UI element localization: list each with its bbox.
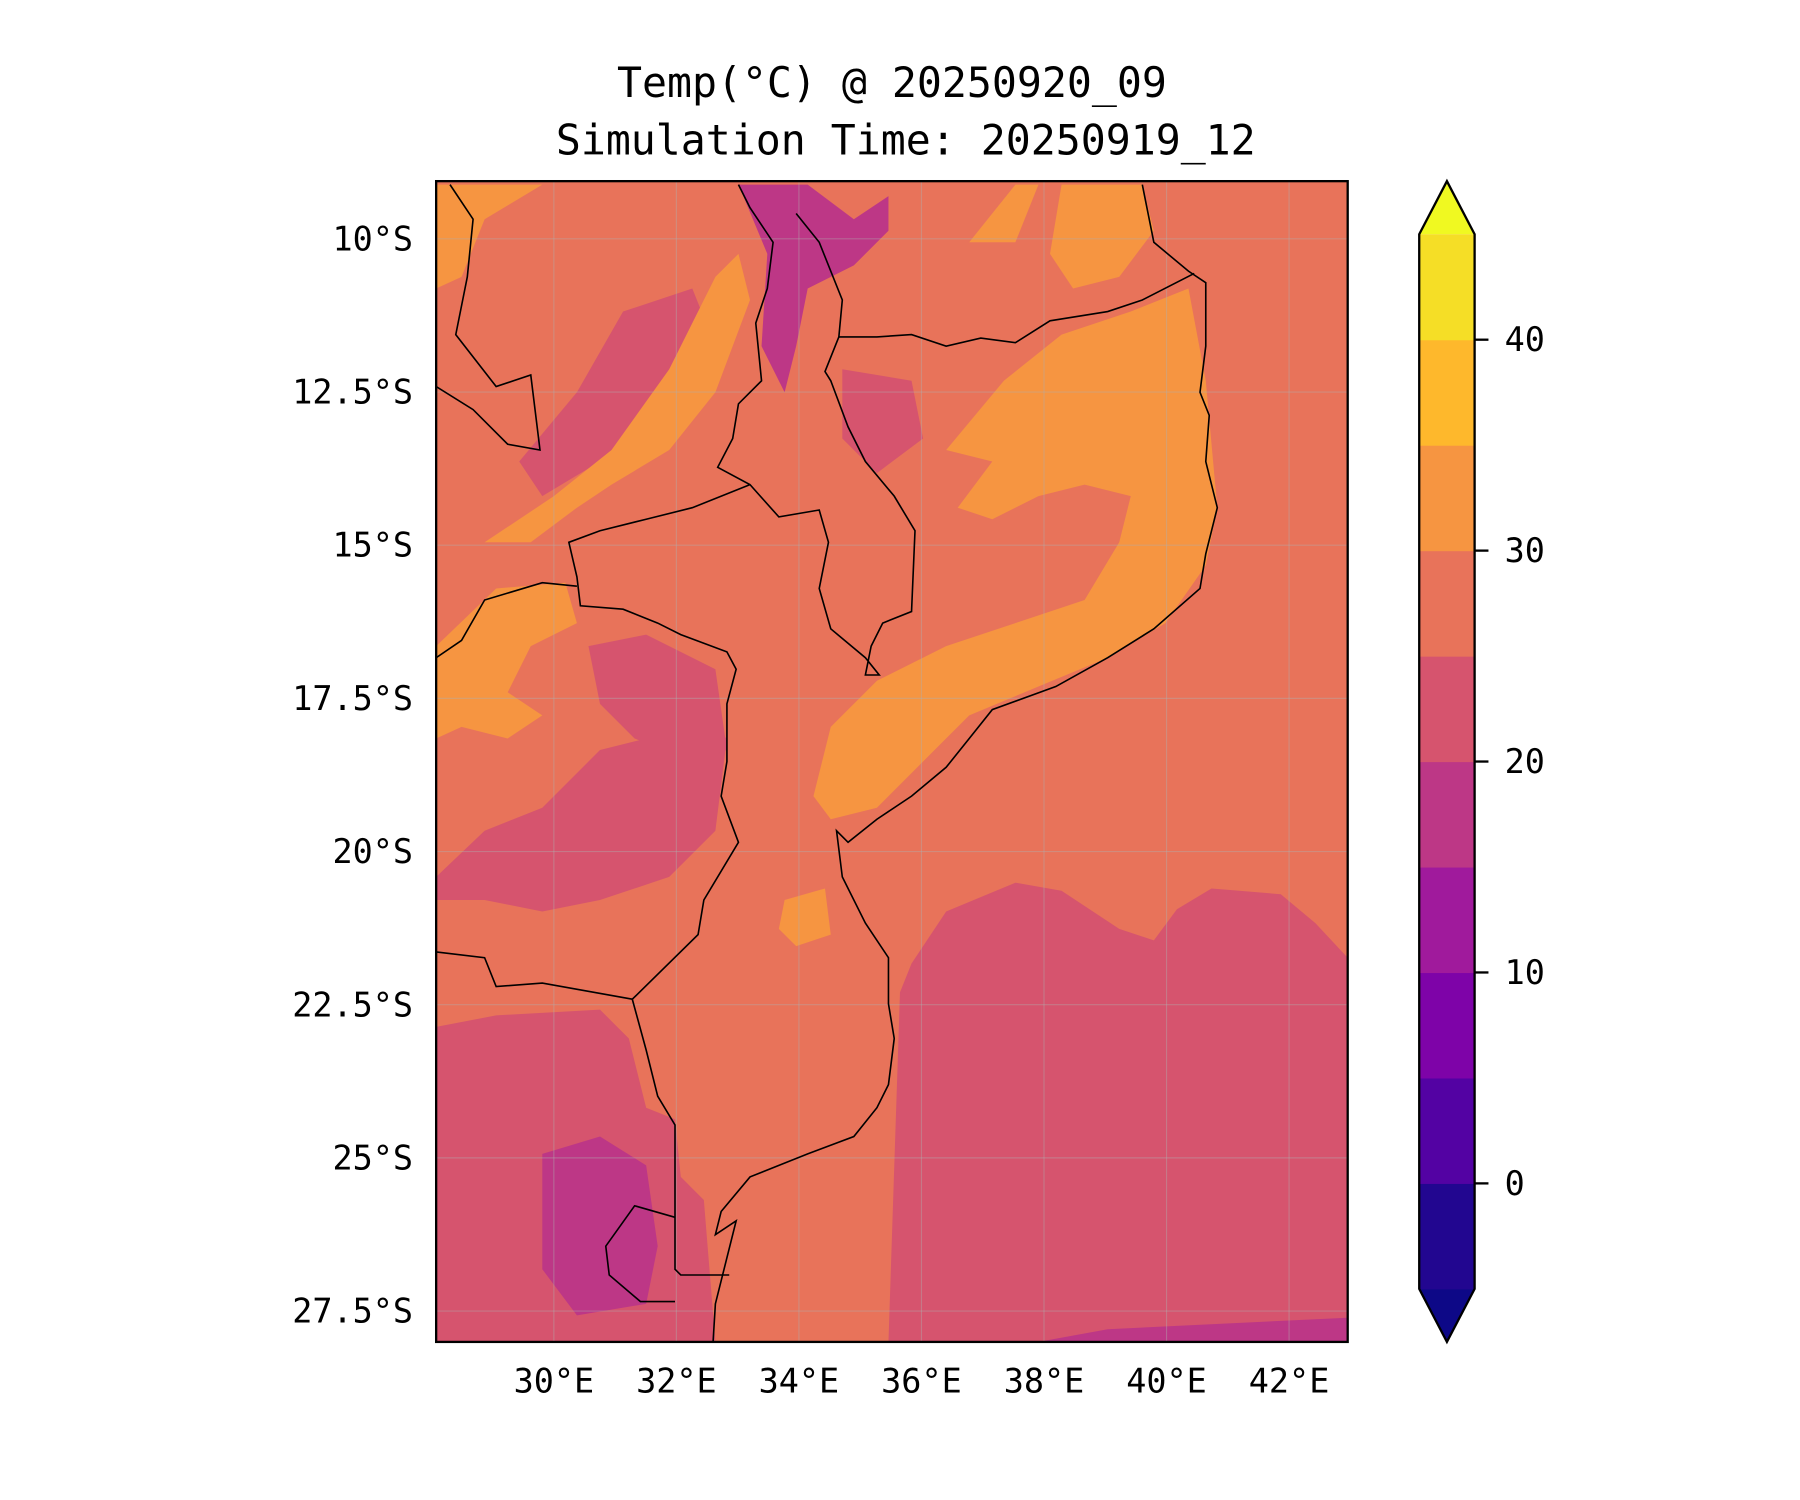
coastline [712,184,1219,1342]
colorbar-outline [1418,178,1476,1345]
country-border-south [631,999,730,1276]
colorbar-over-extension [1419,181,1475,235]
colorbar-segment [1419,1183,1475,1290]
colorbar-segment [1419,234,1475,341]
colorbar-segment [1419,1077,1475,1184]
field-ne2-30-35 [1050,184,1154,289]
coastline-and-borders [436,184,1219,1342]
lon-tick-label: 38°E [1004,1362,1085,1401]
field-w2-20-25 [588,634,727,762]
lat-tick-label: 20°S [333,832,414,871]
map-area [436,181,1348,1342]
field-ne-30-35 [813,288,1218,820]
colorbar-tick-label: 0 [1505,1164,1525,1203]
lat-tick-label: 27.5°S [292,1292,413,1331]
country-border-malawi [716,184,916,676]
lat-tick-label: 25°S [333,1138,414,1177]
colorbar-segment [1419,339,1475,446]
lon-tick-label: 34°E [759,1362,840,1401]
colorbar-tick-label: 10 [1505,953,1545,992]
country-border-eswatini [604,1204,676,1303]
lat-tick-label: 15°S [333,526,414,565]
field-nw-30-35 [436,184,543,289]
field-c-30-35 [778,888,831,947]
field-n-30-35 [484,253,750,543]
lat-tick-label: 22.5°S [292,985,413,1024]
colorbar-segment [1419,445,1475,552]
lon-tick-label: 36°E [881,1362,962,1401]
colorbar-tick-label: 20 [1505,742,1545,781]
latitude-axis: 10°S 12.5°S 15°S 17.5°S 20°S 22.5°S 25°S 27.5°S [292,219,413,1330]
map-frame [434,179,1349,1344]
country-border-tanzania-mozambique [838,272,1195,347]
colorbar-segment [1419,761,1475,868]
colorbar-segment [1419,550,1475,657]
field-ocean-20-25 [888,882,1348,1342]
lon-tick-label: 30°E [514,1362,595,1401]
field-sw-15-20 [542,1136,658,1316]
chart-subtitle: Simulation Time: 20250919_12 [556,116,1256,165]
colorbar-tick-label: 40 [1505,320,1545,359]
country-border-nw [436,184,541,451]
colorbar-tick-label: 30 [1505,531,1545,570]
field-ocean-15-20 [1038,1317,1348,1342]
lon-tick-label: 40°E [1126,1362,1207,1401]
longitude-axis: 30°E 32°E 34°E 36°E 38°E 40°E 42°E [514,1362,1330,1401]
chart-title: Temp(°C) @ 20250920_09 [617,58,1167,107]
lat-tick-label: 10°S [333,219,414,258]
lon-tick-label: 42°E [1249,1362,1330,1401]
colorbar: 0 10 20 30 40 [1418,178,1545,1345]
field-nc-30-35 [969,184,1039,243]
gridlines [436,181,1348,1342]
field-malawi-15-20 [738,184,889,393]
field-ne-20-25 [842,369,924,474]
lon-tick-label: 32°E [636,1362,717,1401]
country-border-zambia-west [436,581,578,659]
colorbar-segment [1419,972,1475,1079]
country-border-zimbabwe [436,951,633,1001]
colorbar-segment [1419,656,1475,763]
field-w-20-25 [436,715,727,912]
colorbar-segment [1419,867,1475,974]
lat-tick-label: 12.5°S [292,373,413,412]
country-border-zambia-mozambique [567,483,751,1000]
field-n-20-25 [519,288,716,497]
colorbar-under-extension [1419,1288,1475,1342]
lat-tick-label: 17.5°S [292,679,413,718]
